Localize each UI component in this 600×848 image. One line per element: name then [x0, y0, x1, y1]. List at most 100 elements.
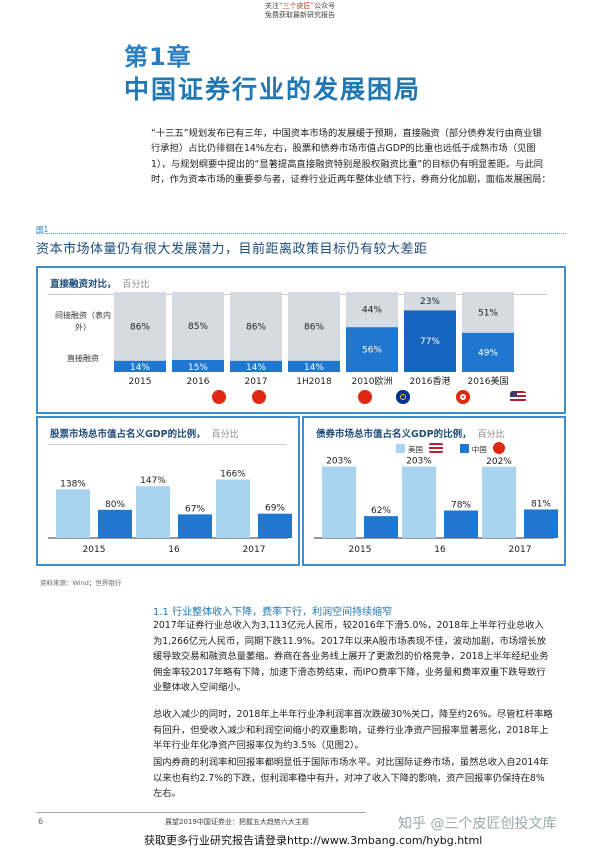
intro-paragraph: “十三五”规划发布已有三年，中国资本市场的发展缓于预期，直接融资（部分债券发行由…	[151, 128, 551, 185]
x-tick-label: 2015	[129, 377, 152, 387]
bar-indirect	[114, 292, 166, 361]
brand-name: “三个皮匠”	[278, 2, 315, 10]
figure-divider	[36, 233, 566, 235]
section-heading: 1.1 行业整体收入下降，费率下行，利润空间持续缩窄	[153, 607, 393, 618]
x-tick-label: 2015	[83, 545, 106, 555]
figure-label: 图1	[36, 225, 49, 234]
eu-flag-icon	[396, 390, 410, 404]
data-label-us: 166%	[220, 470, 246, 480]
panel-title-rule	[48, 444, 286, 445]
bar-us	[322, 466, 356, 538]
data-label-china: 67%	[185, 504, 205, 514]
header-text: 公众号	[314, 2, 336, 10]
data-label-direct: 14%	[304, 363, 324, 373]
data-label-us: 203%	[326, 456, 352, 466]
bar-indirect	[462, 292, 514, 333]
footer-rule	[36, 812, 366, 813]
china-flag-icon	[252, 390, 266, 404]
section-paragraph-1: 2017年证券行业总收入为3,113亿元人民币，较2016年下滑5.0%，201…	[153, 620, 549, 693]
data-label-us: 138%	[60, 479, 86, 489]
legend-swatch-cn	[459, 444, 469, 453]
data-label-us: 203%	[406, 456, 432, 466]
legend: 美国 中国	[396, 442, 506, 455]
direct-financing-panel: 直接融资对比， 百分比 间接融资（表内外） 直接融资 86% 14% 2015 85% 1…	[36, 266, 566, 414]
bar-us	[56, 489, 90, 538]
bar-us	[402, 466, 436, 538]
direct-financing-chart: 86% 14% 2015 85% 15% 2016 86% 14% 2017 86% 14% 1H20…	[114, 292, 514, 387]
legend-label-cn: 中国	[471, 445, 487, 454]
data-label-china: 80%	[105, 500, 125, 510]
bar-direct	[404, 310, 456, 372]
panel-title-text: 直接融资对比，	[50, 279, 117, 290]
data-label-china: 78%	[451, 501, 471, 511]
bar-indirect	[404, 292, 456, 311]
x-tick-label: 2016	[187, 377, 210, 387]
bar-indirect	[346, 292, 398, 328]
data-label-direct: 15%	[188, 363, 208, 373]
data-label-indirect: 86%	[246, 322, 266, 332]
usa-flag-icon	[510, 391, 526, 403]
row-label-indirect: 间接融资（表内外）	[55, 311, 111, 332]
data-label-direct: 14%	[130, 363, 150, 373]
usa-flag-icon	[429, 443, 444, 453]
bar-china	[364, 516, 398, 538]
panel-unit: 百分比	[477, 430, 505, 440]
x-tick-label: 2016美国	[468, 375, 509, 387]
bar-indirect	[288, 292, 340, 361]
x-tick-label: 2016香港	[410, 375, 451, 387]
bar-direct	[172, 360, 224, 372]
legend-swatch-us	[396, 444, 405, 453]
bond-market-panel: 债券市场总市值占名义GDP的比例， 百分比 美国 中国 203% 62% 2015 20…	[302, 416, 566, 566]
bar-direct	[114, 360, 166, 372]
bond-market-chart: 203% 62% 2015 203% 78% 16 202% 81% 2017	[314, 456, 558, 555]
chapter-number: 第1章	[124, 43, 192, 71]
stock-market-panel: 股票市场总市值占名义GDP的比例， 百分比 138% 80% 2015 147% 67% 1…	[36, 416, 300, 566]
data-label-us: 202%	[486, 457, 512, 467]
panel-unit: 百分比	[211, 430, 239, 440]
bar-direct	[230, 360, 282, 372]
data-label-indirect: 23%	[420, 297, 440, 307]
watermark: 知乎 @三个皮匠创投文库	[398, 816, 557, 832]
x-tick-label: 2010欧洲	[352, 375, 393, 387]
panel-title: 债券市场总市值占名义GDP的比例， 百分比	[316, 426, 505, 440]
x-tick-label: 2017	[509, 545, 532, 555]
data-label-direct: 14%	[246, 363, 266, 373]
header-subtext: 免费获取最新研究报告	[265, 11, 335, 19]
panel-title-text: 股票市场总市值占名义GDP的比例，	[50, 429, 206, 440]
bar-direct	[288, 360, 340, 372]
data-label-indirect: 85%	[188, 322, 208, 332]
bar-china	[444, 510, 478, 538]
data-label-direct: 77%	[420, 337, 440, 347]
figure-title: 资本市场体量仍有很大发展潜力，目前距离政策目标仍有较大差距	[36, 242, 428, 257]
x-tick-label: 2017	[245, 377, 268, 387]
panel-title-text: 债券市场总市值占名义GDP的比例，	[316, 429, 472, 440]
data-label-china: 62%	[371, 506, 391, 516]
page-number: 6	[38, 817, 44, 826]
x-tick-label: 2015	[349, 545, 372, 555]
data-label-direct: 56%	[362, 346, 382, 356]
panel-title: 直接融资对比， 百分比	[50, 276, 150, 290]
section-paragraph-3: 国内券商的利润率和回报率都明显低于国际市场水平。对比国际证券市场，虽然总收入自2…	[153, 757, 549, 799]
panel-unit: 百分比	[122, 280, 150, 290]
flags-row	[38, 388, 564, 408]
bar-indirect	[172, 292, 224, 360]
bar-direct	[346, 327, 398, 372]
data-label-china: 69%	[265, 504, 285, 514]
data-label-indirect: 86%	[130, 322, 150, 332]
hongkong-flag-icon	[456, 390, 470, 404]
x-tick-label: 16	[434, 545, 446, 555]
row-label-direct: 直接融资	[67, 354, 99, 363]
header-text: 关注	[264, 2, 279, 10]
header-banner: 关注“三个皮匠”公众号 免费获取最新研究报告	[0, 2, 600, 20]
stock-market-chart: 138% 80% 2015 147% 67% 16 166% 69% 2017	[48, 470, 292, 555]
promo-link[interactable]: 获取更多行业研究报告请登录http://www.3mbang.com/hybg.…	[144, 834, 483, 847]
chapter-title: 中国证券行业的发展困局	[124, 75, 422, 104]
china-flag-icon	[358, 390, 372, 404]
section-paragraph-2: 总收入减少的同时，2018年上半年行业净利润率首次跌破30%关口，降至约26%。…	[153, 709, 553, 751]
panel-title: 股票市场总市值占名义GDP的比例， 百分比	[50, 426, 239, 440]
data-label-china: 81%	[531, 499, 551, 509]
bar-china	[98, 509, 132, 538]
bar-china	[258, 513, 292, 538]
bar-china	[178, 514, 212, 538]
figure-source: 资料来源：Wind；世界银行	[40, 579, 122, 587]
